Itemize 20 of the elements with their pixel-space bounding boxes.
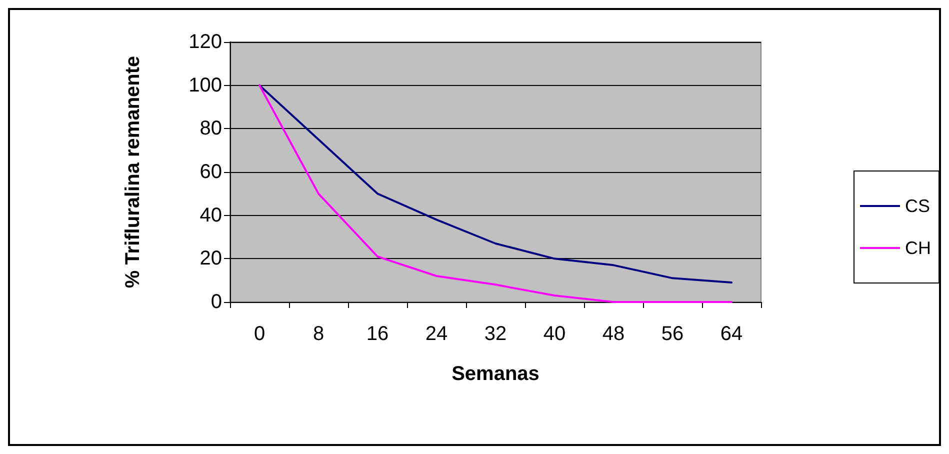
x-tick-label: 48 bbox=[602, 323, 625, 345]
x-tick-label: 56 bbox=[661, 323, 684, 345]
x-tick-label: 32 bbox=[484, 323, 507, 345]
y-tick-label: 20 bbox=[200, 248, 222, 270]
y-axis-title: % Trifluralina remanente bbox=[122, 56, 144, 288]
x-axis-title: Semanas bbox=[452, 363, 540, 385]
y-tick-label: 40 bbox=[200, 204, 222, 226]
x-tick-label: 0 bbox=[254, 323, 266, 345]
y-tick-label: 60 bbox=[200, 161, 222, 183]
x-tick-label: 40 bbox=[543, 323, 566, 345]
x-tick-label: 8 bbox=[312, 323, 324, 345]
y-tick-label: 80 bbox=[200, 118, 222, 140]
x-tick-label: 24 bbox=[425, 323, 448, 345]
y-tick-label: 120 bbox=[188, 31, 222, 53]
legend-label: CS bbox=[905, 196, 930, 216]
y-tick-label: 0 bbox=[210, 291, 222, 313]
x-tick-label: 64 bbox=[720, 323, 743, 345]
y-tick-label: 100 bbox=[188, 74, 222, 96]
legend-label: CH bbox=[905, 238, 931, 258]
x-tick-label: 16 bbox=[366, 323, 389, 345]
